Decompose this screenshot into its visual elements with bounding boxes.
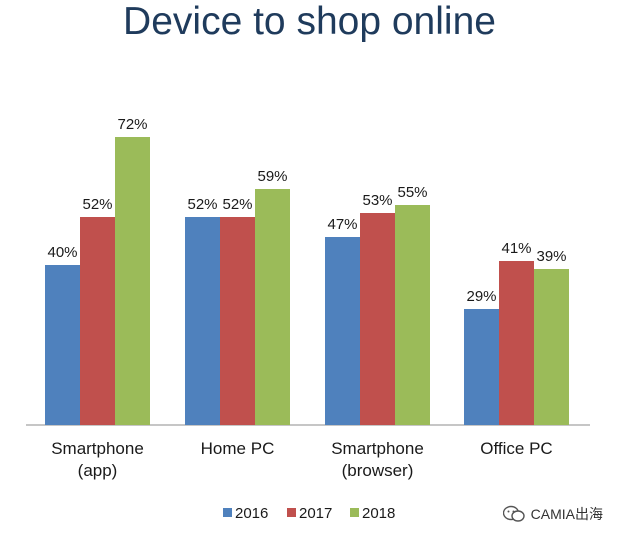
data-label-2018-2: 55% xyxy=(397,184,427,201)
data-label-2016-3: 29% xyxy=(466,288,496,305)
chart-title: Device to shop online xyxy=(123,0,496,43)
legend-swatch-2016 xyxy=(223,508,232,517)
data-label-2017-0: 52% xyxy=(82,196,112,213)
category-label-0: Smartphone (app) xyxy=(51,439,144,480)
bar-2018-1 xyxy=(255,189,290,425)
data-label-2016-0: 40% xyxy=(47,244,77,261)
data-label-2018-1: 59% xyxy=(257,168,287,185)
bar-2017-2 xyxy=(360,213,395,425)
category-label-1: Home PC xyxy=(201,439,275,458)
bar-2017-0 xyxy=(80,217,115,425)
category-label-2: Smartphone (browser) xyxy=(331,439,424,480)
bar-2016-3 xyxy=(464,309,499,425)
data-label-2016-2: 47% xyxy=(327,216,357,233)
wechat-icon xyxy=(502,505,525,522)
bar-2018-2 xyxy=(395,205,430,425)
bar-2016-2 xyxy=(325,237,360,425)
data-label-2017-2: 53% xyxy=(362,192,392,209)
bar-2018-3 xyxy=(534,269,569,425)
data-label-2017-1: 52% xyxy=(222,196,252,213)
data-label-2017-3: 41% xyxy=(501,240,531,257)
watermark-text: CAMIA出海 xyxy=(530,506,603,522)
data-label-2018-3: 39% xyxy=(536,248,566,265)
legend-label-2016: 2016 xyxy=(235,505,268,522)
legend-swatch-2018 xyxy=(350,508,359,517)
bar-2017-1 xyxy=(220,217,255,425)
legend-label-2018: 2018 xyxy=(362,505,395,522)
category-label-3: Office PC xyxy=(480,439,552,458)
legend-swatch-2017 xyxy=(287,508,296,517)
legend-label-2017: 2017 xyxy=(299,505,332,522)
bar-2018-0 xyxy=(115,137,150,425)
data-label-2016-1: 52% xyxy=(187,196,217,213)
watermark: CAMIA出海 xyxy=(502,504,603,524)
bar-2016-1 xyxy=(185,217,220,425)
bar-2017-3 xyxy=(499,261,534,425)
data-label-2018-0: 72% xyxy=(117,116,147,133)
bar-2016-0 xyxy=(45,265,80,425)
